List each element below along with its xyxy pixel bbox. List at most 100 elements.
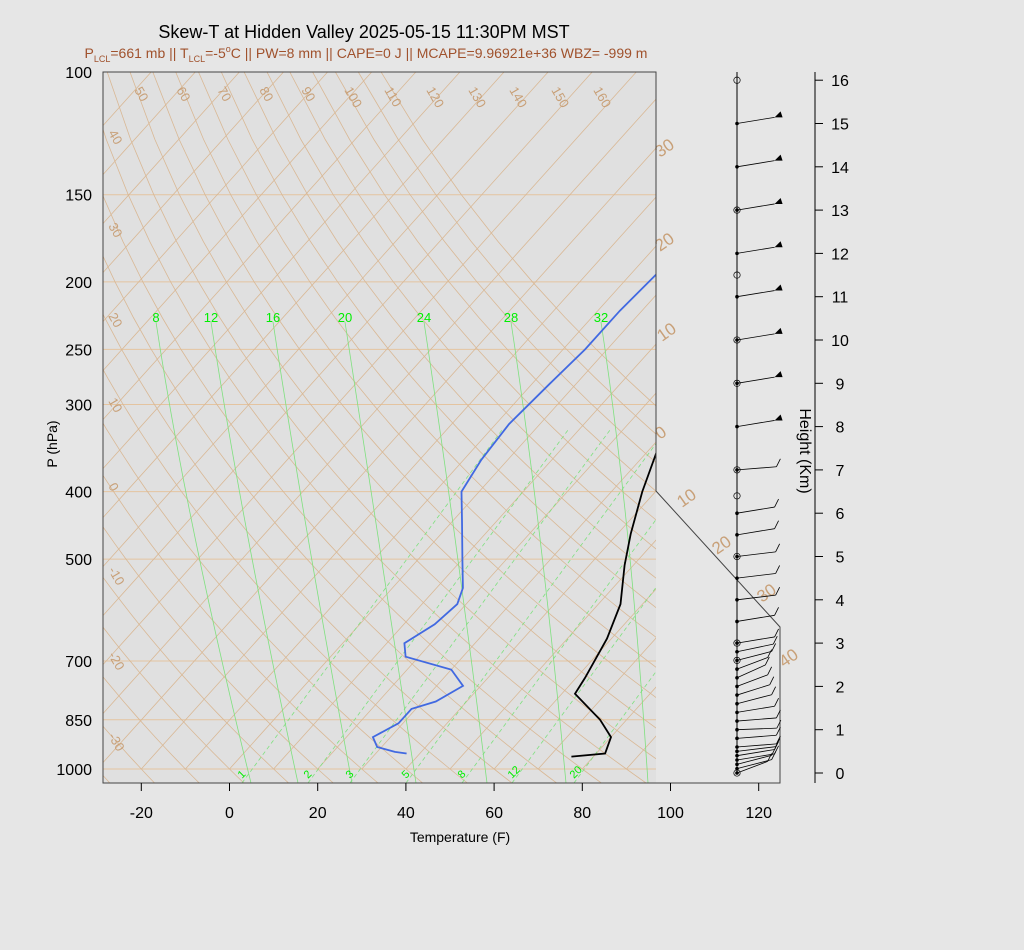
height-tick-label: 6 [836,506,845,523]
wind-barb-staff [736,643,774,653]
pressure-tick-label: 150 [65,188,92,205]
wind-barb-feather [767,666,772,676]
dry-adiabat [243,72,656,579]
wind-barb-staff [736,573,776,579]
height-tick-label: 12 [831,246,849,263]
y-axis-label: P (hPa) [44,420,60,467]
wind-barb-staff [736,727,777,731]
wind-barb-staff [736,290,775,298]
wind-barb-feather [774,628,779,638]
mixing-ratio-label: 16 [266,310,280,325]
moist-adiabat [344,321,417,783]
x-tick-label: 120 [745,805,772,822]
height-tick-label: 5 [836,550,845,567]
dry-adiabat [129,72,656,729]
wind-barb-staff [736,203,775,211]
height-tick-label: 1 [836,723,845,740]
isotherm-line [847,72,1024,769]
x-tick-label: 100 [657,805,684,822]
dry-adiabat [103,422,424,783]
x-tick-label: 20 [309,805,327,822]
isotherm-line [935,72,1024,769]
isotherm-line [891,72,1024,769]
wind-barb-feather [775,586,780,596]
wind-barb-flag [774,284,783,291]
pressure-tick-label: 700 [65,654,92,671]
dry-adiabat [103,474,379,783]
height-tick-label: 11 [832,290,849,307]
mixing-ratio-line [349,429,611,783]
wind-level-circle [733,552,741,561]
plot-frame [102,71,781,784]
wind-barb-staff [736,754,772,765]
wind-barb-staff [736,466,777,471]
profiles [371,273,656,758]
chart-subtitle: PLCL=661 mb || TLCL=-5oC || PW=8 mm || C… [85,44,648,64]
dry-adiabat [198,72,656,638]
wind-barb-staff [736,506,775,514]
wind-barb-staff [736,759,772,770]
pressure-tick-label: 500 [65,552,92,569]
pressure-tick-label: 100 [65,65,92,82]
wind-barb-staff [736,594,776,601]
isotherm-label-top: 70 [214,84,234,104]
mixing-ratio-label: 28 [504,310,518,325]
mixing-ratio-line [241,429,503,783]
wind-barb-feather [772,635,778,645]
wind-level-circle [733,769,741,777]
isotherm-line [103,72,372,372]
dry-adiabat [103,676,200,783]
dry-adiabat [103,725,156,783]
wind-barb-staff [736,705,775,713]
wind-barb-feather [774,745,779,755]
isotherm-line [103,98,656,715]
mixing-ratio-line [573,670,656,783]
wind-level-circle [733,656,741,664]
pressure-tick-label: 850 [65,713,92,730]
isotherm-line [103,72,505,519]
isotherm-line [273,343,656,770]
isotherm-line [537,637,656,770]
wind-barb-feather [776,719,782,729]
wind-barb-feather [776,458,781,467]
isotherm-line [405,490,656,770]
height-tick-label: 14 [831,160,849,177]
mixing-ratio-line [511,586,656,783]
dewpoint-line [371,273,656,755]
wind-point [735,468,739,472]
wind-barb-flag [774,414,783,421]
dry-adiabat [106,72,656,760]
plot-area [103,72,656,783]
isotherm-line [979,72,1024,769]
wind-barb-staff [736,749,775,757]
x-axis-label: Temperature (F) [410,829,510,845]
wind-barb-feather [767,649,772,658]
dry-adiabat [103,576,290,783]
wind-barb-staff [736,246,775,254]
wind-barb-staff [736,614,775,622]
mixing-ratio-line [307,429,569,783]
isotherm-line [103,72,328,323]
isotherm-label-top: 50 [131,84,151,104]
dry-adiabat [335,72,656,464]
isotherm-line [103,72,417,421]
wind-barb-flag [774,371,783,378]
height-axis-label: Height (Km) [796,408,813,493]
wind-barb-staff [736,528,775,536]
wind-barb-staff [736,376,775,384]
mixing-ratio-label: 20 [338,310,352,325]
isotherm-label-right: 10 [673,485,699,511]
dry-adiabat [152,72,656,698]
wind-barb-staff [736,674,768,687]
wind-barb-staff [736,743,777,748]
isotherm-label-left: 30 [105,220,125,240]
x-tick-label: 40 [397,805,415,822]
isotherm-label-top: 60 [173,84,193,104]
wind-barb-staff [736,116,775,124]
moist-adiabat [423,321,488,783]
dry-adiabat [103,194,603,783]
height-tick-label: 8 [836,420,845,437]
height-tick-label: 15 [831,117,849,134]
isotherm-line [361,441,656,770]
